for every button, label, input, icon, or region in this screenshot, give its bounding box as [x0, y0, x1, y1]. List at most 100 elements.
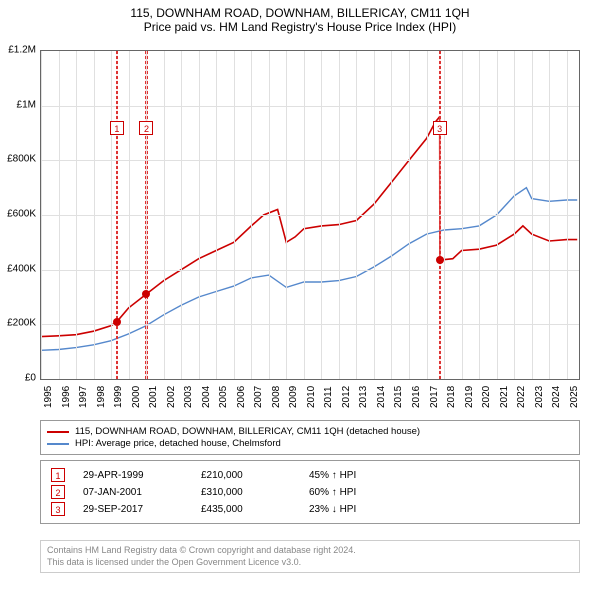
x-tick-label: 2020 — [481, 386, 492, 408]
title-line1: 115, DOWNHAM ROAD, DOWNHAM, BILLERICAY, … — [0, 6, 600, 20]
gridline-v — [462, 51, 463, 379]
x-tick-label: 1999 — [113, 386, 124, 408]
x-tick-label: 2009 — [288, 386, 299, 408]
legend-row: HPI: Average price, detached house, Chel… — [47, 438, 573, 449]
y-tick-label: £400K — [0, 263, 36, 274]
gridline-v — [549, 51, 550, 379]
gridline-v — [41, 51, 42, 379]
series-property — [41, 117, 440, 337]
x-tick-label: 2015 — [393, 386, 404, 408]
gridline-v — [356, 51, 357, 379]
chart-area: 1 2 3 — [40, 50, 580, 380]
chart-container: 115, DOWNHAM ROAD, DOWNHAM, BILLERICAY, … — [0, 0, 600, 590]
footer-line1: Contains HM Land Registry data © Crown c… — [47, 545, 573, 557]
gridline-v — [567, 51, 568, 379]
gridline-v — [444, 51, 445, 379]
x-tick-label: 2002 — [166, 386, 177, 408]
gridline-v — [164, 51, 165, 379]
gridline-v — [199, 51, 200, 379]
gridline-v — [94, 51, 95, 379]
sale-marker-3: 3 — [51, 502, 65, 516]
gridline-h — [41, 215, 579, 216]
x-tick-label: 2018 — [446, 386, 457, 408]
x-tick-label: 2004 — [201, 386, 212, 408]
legend-row: 115, DOWNHAM ROAD, DOWNHAM, BILLERICAY, … — [47, 426, 573, 437]
gridline-h — [41, 270, 579, 271]
sale-band — [145, 51, 147, 379]
sale-delta: 60% ↑ HPI — [309, 487, 356, 498]
chart-marker-1: 1 — [110, 121, 124, 135]
x-tick-label: 2005 — [218, 386, 229, 408]
gridline-v — [409, 51, 410, 379]
footer-panel: Contains HM Land Registry data © Crown c… — [40, 540, 580, 573]
x-tick-label: 2013 — [358, 386, 369, 408]
sale-date: 07-JAN-2001 — [83, 487, 183, 498]
gridline-v — [286, 51, 287, 379]
gridline-v — [269, 51, 270, 379]
x-tick-label: 2019 — [464, 386, 475, 408]
sale-dot — [436, 256, 444, 264]
gridline-v — [59, 51, 60, 379]
title-line2: Price paid vs. HM Land Registry's House … — [0, 20, 600, 34]
sales-panel: 1 29-APR-1999 £210,000 45% ↑ HPI 2 07-JAN-200… — [40, 460, 580, 524]
series-property-2 — [440, 226, 577, 260]
footer-line2: This data is licensed under the Open Gov… — [47, 557, 573, 569]
x-tick-label: 2016 — [411, 386, 422, 408]
x-tick-label: 2011 — [323, 386, 334, 408]
y-tick-label: £1M — [0, 99, 36, 110]
gridline-v — [532, 51, 533, 379]
gridline-h — [41, 106, 579, 107]
chart-marker-2: 2 — [139, 121, 153, 135]
sale-price: £210,000 — [201, 470, 291, 481]
x-tick-label: 2001 — [148, 386, 159, 408]
gridline-v — [129, 51, 130, 379]
gridline-v — [76, 51, 77, 379]
sale-row: 3 29-SEP-2017 £435,000 23% ↓ HPI — [51, 502, 573, 516]
chart-marker-3: 3 — [433, 121, 447, 135]
gridline-v — [479, 51, 480, 379]
gridline-v — [304, 51, 305, 379]
gridline-v — [514, 51, 515, 379]
sale-delta: 45% ↑ HPI — [309, 470, 356, 481]
x-tick-label: 1996 — [61, 386, 72, 408]
sale-date: 29-SEP-2017 — [83, 504, 183, 515]
gridline-v — [391, 51, 392, 379]
x-tick-label: 2012 — [341, 386, 352, 408]
x-tick-label: 2014 — [376, 386, 387, 408]
sale-marker-1: 1 — [51, 468, 65, 482]
sale-row: 207-JAN-2001£310,00060% ↑ HPI — [51, 485, 573, 499]
x-tick-label: 2024 — [551, 386, 562, 408]
y-tick-label: £0 — [0, 373, 36, 384]
legend-swatch — [47, 443, 69, 445]
gridline-v — [234, 51, 235, 379]
x-tick-label: 2000 — [131, 386, 142, 408]
sale-price: £435,000 — [201, 504, 291, 515]
gridline-v — [427, 51, 428, 379]
x-tick-label: 1995 — [43, 386, 54, 408]
legend-label: 115, DOWNHAM ROAD, DOWNHAM, BILLERICAY, … — [75, 426, 420, 437]
x-tick-label: 2010 — [306, 386, 317, 408]
x-tick-label: 2006 — [236, 386, 247, 408]
sale-band — [439, 51, 441, 379]
legend-label: HPI: Average price, detached house, Chel… — [75, 438, 281, 449]
title-block: 115, DOWNHAM ROAD, DOWNHAM, BILLERICAY, … — [0, 0, 600, 34]
x-tick-label: 2021 — [499, 386, 510, 408]
x-tick-label: 2008 — [271, 386, 282, 408]
gridline-v — [251, 51, 252, 379]
sale-marker-2: 2 — [51, 485, 65, 499]
sale-dot — [113, 318, 121, 326]
x-tick-label: 2003 — [183, 386, 194, 408]
legend-swatch — [47, 431, 69, 433]
y-tick-label: £800K — [0, 154, 36, 165]
y-tick-label: £200K — [0, 318, 36, 329]
gridline-v — [321, 51, 322, 379]
gridline-v — [374, 51, 375, 379]
x-tick-label: 1997 — [78, 386, 89, 408]
y-tick-label: £600K — [0, 209, 36, 220]
gridline-v — [181, 51, 182, 379]
sale-date: 29-APR-1999 — [83, 470, 183, 481]
gridline-v — [497, 51, 498, 379]
sale-delta: 23% ↓ HPI — [309, 504, 356, 515]
x-tick-label: 1998 — [96, 386, 107, 408]
x-tick-label: 2025 — [569, 386, 580, 408]
